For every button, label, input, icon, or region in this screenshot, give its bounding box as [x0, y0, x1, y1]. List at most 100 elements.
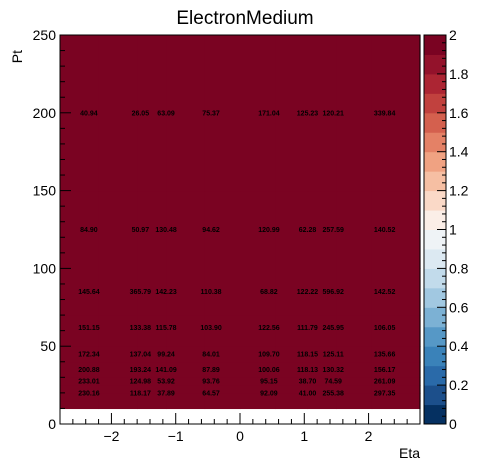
heatmap-cell — [204, 35, 241, 192]
heatmap-cell — [336, 361, 373, 378]
heatmap-cell — [275, 346, 309, 363]
heatmap-cell — [307, 392, 338, 402]
cell-value-label: 125.23 — [297, 110, 319, 117]
heatmap-cell — [137, 392, 167, 402]
cell-value-label: 111.79 — [297, 325, 318, 332]
heatmap-cell — [204, 268, 241, 316]
heatmap-cell — [307, 35, 338, 192]
heatmap-cell — [371, 377, 421, 386]
heatmap-cell — [166, 35, 206, 192]
heatmap-cell — [98, 377, 138, 386]
heatmap-cell — [240, 385, 276, 394]
cell-value-label: 92.09 — [260, 390, 278, 397]
x-tick-label: 0 — [236, 428, 244, 444]
heatmap-cell — [166, 377, 206, 386]
heatmap-cell — [240, 346, 276, 363]
cell-value-label: 26.05 — [132, 110, 150, 117]
y-tick-label: 200 — [33, 105, 57, 121]
cell-value-label: 62.28 — [299, 227, 317, 234]
heatmap-cell — [307, 190, 338, 269]
cell-value-label: 193.24 — [130, 367, 152, 374]
cell-value-label: 106.05 — [374, 325, 396, 332]
heatmap-cell — [336, 392, 373, 402]
colorbar-swatch — [424, 365, 446, 386]
y-tick-label: 150 — [33, 183, 57, 199]
colorbar-swatch — [424, 73, 446, 94]
heatmap-cell — [204, 400, 241, 410]
heatmap-cell — [137, 385, 167, 394]
heatmap-cell — [336, 315, 373, 347]
colorbar-tick-label: 2 — [449, 27, 457, 43]
cell-value-label: 74.59 — [324, 379, 342, 386]
cell-value-label: 172.34 — [78, 351, 100, 358]
cell-value-label: 63.09 — [157, 110, 175, 117]
cell-value-label: 37.89 — [157, 390, 175, 397]
heatmap-cell — [336, 377, 373, 386]
cell-value-label: 151.15 — [78, 325, 100, 332]
cell-value-label: 130.48 — [155, 227, 177, 234]
heatmap-cell — [275, 377, 309, 386]
cell-value-label: 156.17 — [374, 367, 396, 374]
heatmap-cell — [166, 400, 206, 410]
colorbar-tick-label: 1.4 — [449, 144, 469, 160]
heatmap-cell — [240, 400, 276, 410]
cell-value-label: 110.38 — [201, 289, 222, 296]
y-axis-title: Pt — [9, 50, 25, 63]
x-tick-label: −2 — [103, 428, 119, 444]
colorbar-swatch — [424, 190, 446, 211]
colorbar-swatch — [424, 54, 446, 75]
colorbar-swatch — [424, 112, 446, 133]
heatmap-cell — [137, 377, 167, 386]
heatmap-cell — [371, 346, 421, 363]
cell-value-label: 41.00 — [299, 390, 317, 397]
heatmap-cell — [60, 268, 100, 316]
colorbar-tick-label: 0.6 — [449, 299, 469, 315]
cell-value-label: 100.06 — [258, 367, 280, 374]
cell-value-label: 99.24 — [157, 351, 175, 358]
heatmap-cell — [60, 377, 100, 386]
heatmap-cell — [204, 385, 241, 394]
heatmap-cell — [371, 385, 421, 394]
colorbar-swatch — [424, 268, 446, 289]
colorbar-tick-label: 0.2 — [449, 377, 469, 393]
heatmap-cell — [240, 377, 276, 386]
colorbar-swatch — [424, 326, 446, 347]
heatmap-cell — [204, 315, 241, 347]
heatmap-cell — [275, 190, 309, 269]
heatmap-cell — [137, 400, 167, 410]
y-tick-label: 250 — [33, 27, 57, 43]
cell-labels: 40.94 26.05 63.09 75.37 171.04 125.23 120.21 33… — [78, 110, 395, 397]
cell-value-label: 230.16 — [78, 390, 100, 397]
plot-area — [59, 34, 421, 425]
cell-value-label: 120.21 — [323, 110, 345, 117]
heatmap-cell — [137, 346, 167, 363]
heatmap-cell — [137, 190, 167, 269]
heatmap-cell — [60, 385, 100, 394]
colorbar-swatch — [424, 248, 446, 269]
heatmap-cell — [98, 190, 138, 269]
heatmap-cell — [166, 346, 206, 363]
cell-value-label: 124.98 — [130, 379, 152, 386]
heatmap-cell — [307, 400, 338, 410]
cell-value-label: 115.78 — [156, 325, 177, 332]
cell-value-label: 118.13 — [297, 367, 318, 374]
heatmap-cell — [166, 268, 206, 316]
cell-value-label: 142.23 — [155, 289, 177, 296]
cell-value-label: 245.95 — [323, 325, 345, 332]
cell-value-label: 133.38 — [130, 325, 152, 332]
cell-value-label: 68.82 — [260, 289, 278, 296]
heatmap-cell — [204, 361, 241, 378]
x-axis: −2 −1 0 1 2 — [59, 413, 421, 444]
heatmap-cell — [60, 190, 100, 269]
heatmap-cell — [166, 392, 206, 402]
cell-value-label: 75.37 — [202, 110, 220, 117]
cell-value-label: 297.35 — [374, 390, 396, 397]
cell-value-label: 64.57 — [202, 390, 220, 397]
cell-value-label: 38.70 — [299, 379, 317, 386]
cell-value-label: 118.15 — [297, 351, 318, 358]
heatmap-cell — [240, 315, 276, 347]
cell-value-label: 84.01 — [202, 351, 220, 358]
heatmap-cell — [371, 400, 421, 410]
cell-value-label: 120.99 — [258, 227, 280, 234]
cell-value-label: 125.11 — [323, 351, 344, 358]
